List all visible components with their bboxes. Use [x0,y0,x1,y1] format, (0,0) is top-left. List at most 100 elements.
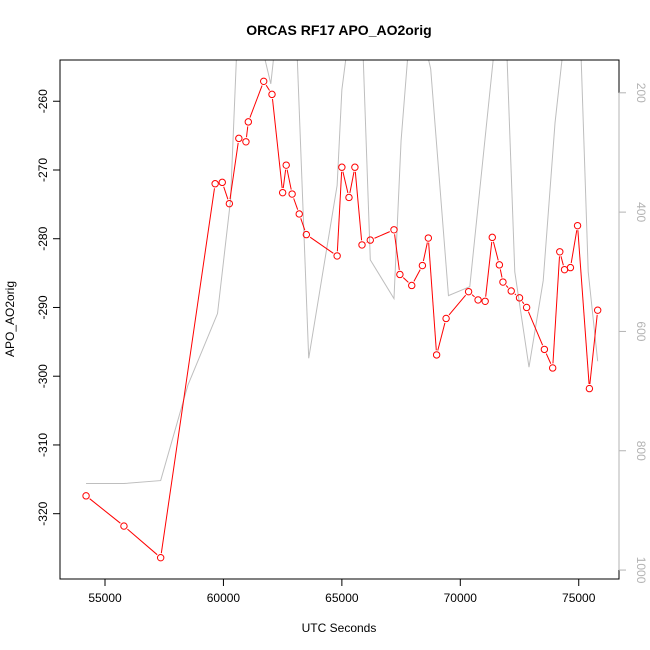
series-apo-point [424,234,433,242]
series-apo-point [488,233,496,242]
series-apo-segment [160,188,215,554]
series-apo-segment [402,277,409,283]
chart-title: ORCAS RF17 APO_AO2orig [246,22,431,38]
right-y-tick-label: 1000 [634,557,648,584]
series-apo-point [464,287,473,296]
y-tick-label: -270 [36,158,50,182]
right-y-tick-label: 200 [634,83,648,103]
series-apo-point [351,163,359,171]
x-axis-label: UTC Seconds [302,621,377,635]
x-tick-label: 70000 [444,591,478,605]
series-apo-segment [249,85,263,118]
series-apo-segment [309,236,334,254]
series-apo-point [474,296,482,304]
series-apo-point [260,77,268,86]
series-apo-segment [245,126,249,138]
series-apo-segment [336,171,343,252]
series-apo-segment [354,171,363,241]
series-apo-segment [527,311,544,346]
y-tick-label: -260 [36,89,50,113]
series-apo-segment [428,242,437,351]
series-apo-segment [127,528,158,556]
series-apo-point [358,241,366,249]
series-apo-segment [492,241,499,261]
series-apo-segment [552,256,561,364]
right-y-tick-label: 800 [634,441,648,461]
series-apo-segment [293,198,299,210]
series-apo-segment [89,498,121,524]
x-tick-label: 75000 [562,591,596,605]
series-apo-segment [413,269,421,282]
series-apo-point [442,314,450,323]
series-apo-segment [499,269,503,278]
x-tick-label: 55000 [88,591,122,605]
series-apo-point [507,287,515,295]
series-apo-segment [265,84,270,91]
series-apo-point [156,553,165,562]
series-apo-point [593,306,602,314]
series-apo-point [235,134,243,143]
series-apo-point [432,351,441,359]
series-apo-segment [577,230,590,385]
series-apo-segment [589,314,598,385]
y-tick-label: -300 [36,364,50,388]
series-apo-segment [437,322,446,351]
right-y-tick-label: 600 [634,321,648,341]
right-y-axis: 200 400 600 800 1000 [618,83,648,584]
series-apo-point [515,294,524,302]
series-layer [82,60,602,562]
series-apo-point [282,161,290,169]
series-apo-point [495,261,504,269]
series-apo-point [82,492,90,500]
series-apo-segment [374,231,390,239]
series-apo-point [345,193,353,202]
series-apo-point [396,270,404,279]
series-apo-point [333,252,341,260]
series-apo-point [278,188,287,197]
series-apo-segment [485,241,493,297]
series-alt-line [86,60,599,485]
x-tick-label: 65000 [325,591,359,605]
series-apo-segment [282,169,287,189]
series-apo-point [225,199,234,208]
x-axis: 55000 60000 65000 70000 75000 [88,578,596,605]
series-apo-segment [521,301,525,305]
series-apo-point [556,248,564,256]
series-apo-segment [505,285,509,288]
series-apo-point [408,281,416,290]
series-apo-point [338,163,346,171]
right-y-tick-label: 400 [634,202,648,222]
series-apo-point [573,221,582,230]
series-apo-point [366,236,374,244]
series-apo-point [481,297,489,305]
series-apo-segment [471,294,475,298]
series-apo-point [585,384,594,393]
series-apo-segment [286,169,292,190]
series-apo-point [268,90,276,99]
series-apo-point [218,178,226,187]
series-apo-point [522,303,531,312]
series-apo-point [499,278,507,286]
series-apo-segment [223,186,229,200]
y-tick-label: -320 [36,501,50,525]
series-apo-segment [394,234,400,270]
x-tick-label: 60000 [207,591,241,605]
series-apo-point [242,138,250,146]
series-apo-point [302,230,311,239]
y-tick-label: -290 [36,295,50,319]
series-apo-segment [300,218,306,231]
series-apo-segment [570,230,578,264]
series-apo-point [295,210,303,218]
series-apo-point [120,522,128,530]
series-apo-point [288,190,296,198]
series-apo-point [211,180,219,188]
series-apo-segment [545,353,552,364]
series-apo-point [390,226,398,234]
series-apo-segment [560,256,564,266]
series-apo-point [244,118,253,126]
series-apo-segment [229,142,239,200]
y-tick-label: -280 [36,226,50,250]
series-apo-segment [342,171,349,194]
series-apo-point [418,261,427,270]
